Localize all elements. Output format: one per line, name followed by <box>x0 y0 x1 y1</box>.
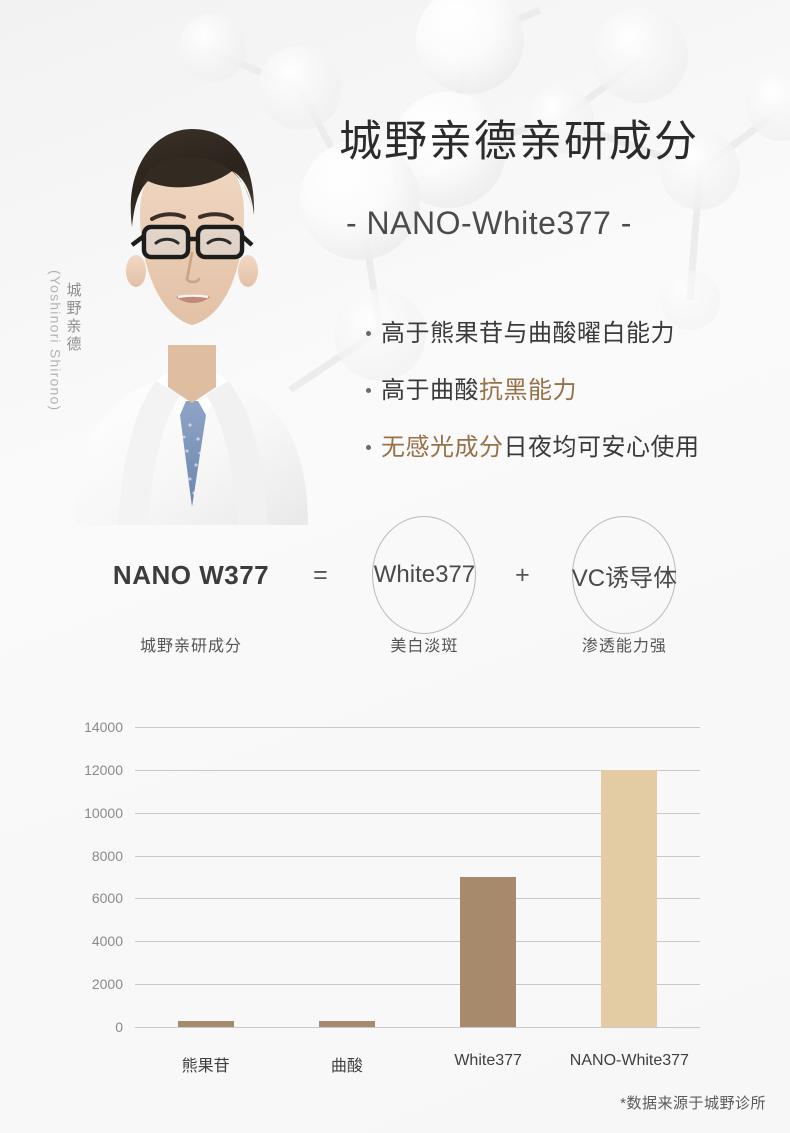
formula-term-2-sublabel: 渗透能力强 <box>581 638 667 655</box>
whitening-ability-bar-chart: 14000 12000 10000 8000 6000 4000 2000 0 熊果苷 曲酸 Whi… <box>0 700 790 1100</box>
page-subtitle: - NANO-White377 - <box>346 205 632 241</box>
chart-bar <box>177 1020 234 1027</box>
chart-y-tick-label: 14000 <box>84 719 123 735</box>
chart-y-tick-label: 6000 <box>91 890 123 907</box>
bullet-text-plain: 高于曲酸 <box>381 377 479 404</box>
bullet-text-accent: 无感光成分 <box>381 434 504 461</box>
feature-bullet-list: 高于熊果苷与曲酸曜白能力 高于曲酸抗黑能力 无感光成分日夜均可安心使用 <box>366 313 700 462</box>
chart-x-tick-label: NANO-White377 <box>569 1052 689 1069</box>
list-item: 无感光成分日夜均可安心使用 <box>366 427 700 462</box>
chart-gridline <box>135 812 700 814</box>
formula-plus: + <box>515 540 530 610</box>
chart-y-tick-label: 12000 <box>84 761 123 778</box>
chart-gridline <box>135 984 700 986</box>
chart-bar <box>318 1020 375 1027</box>
formula-lead-sublabel: 城野亲研成分 <box>140 638 243 655</box>
chart-x-tick-label: 熊果苷 <box>181 1058 230 1075</box>
bullet-dot-icon <box>366 445 371 450</box>
chart-gridline <box>135 855 700 857</box>
formula-term-2-label: VC诱导体 <box>571 564 678 592</box>
chart-x-tick-label: White377 <box>454 1052 522 1069</box>
chart-y-tick-label: 4000 <box>91 933 123 950</box>
chart-y-tick-label: 10000 <box>84 804 123 821</box>
formula-row: NANO W377 城野亲研成分 = White377 美白淡斑 + VC诱导体… <box>0 516 790 656</box>
chart-gridline <box>135 898 700 900</box>
source-note: *数据来源于城野诊所 <box>620 1095 766 1112</box>
chart-x-tick-label: 曲酸 <box>330 1058 363 1075</box>
chart-y-tick-label: 2000 <box>91 976 123 993</box>
doctor-name-cn: 城野亲德 <box>64 282 82 354</box>
page-title: 城野亲德亲研成分 <box>339 118 699 166</box>
chart-y-tick-label: 8000 <box>91 847 123 864</box>
doctor-name-vertical: 城野亲德 (Yoshinori Shirono) <box>48 270 82 423</box>
bullet-text-accent: 抗黑能力 <box>479 377 577 404</box>
chart-gridline <box>135 941 700 943</box>
bullet-text: 高于曲酸抗黑能力 <box>381 370 577 405</box>
bullet-text-tail: 日夜均可安心使用 <box>503 434 700 461</box>
list-item: 高于曲酸抗黑能力 <box>366 370 700 405</box>
chart-gridline <box>135 727 700 728</box>
formula-term-1-label: White377 <box>373 561 476 588</box>
oval-outline-icon <box>372 516 477 634</box>
chart-gridline <box>135 1027 700 1028</box>
equals-symbol: = <box>313 560 328 589</box>
oval-outline-icon <box>572 516 677 634</box>
bullet-text: 高于熊果苷与曲酸曜白能力 <box>381 320 675 347</box>
bullet-dot-icon <box>366 331 371 336</box>
list-item: 高于熊果苷与曲酸曜白能力 <box>366 313 700 348</box>
doctor-name-en: (Yoshinori Shirono) <box>47 270 64 412</box>
chart-bar <box>601 769 658 1027</box>
formula-term-1-sublabel: 美白淡斑 <box>390 638 459 655</box>
bullet-text: 无感光成分日夜均可安心使用 <box>381 427 700 462</box>
plus-symbol: + <box>515 560 530 589</box>
formula-lead: NANO W377 城野亲研成分 <box>113 540 269 656</box>
formula-term-2: VC诱导体 渗透能力强 <box>571 516 678 656</box>
bullet-dot-icon <box>366 388 371 393</box>
chart-bar <box>460 877 517 1027</box>
chart-y-tick-label: 0 <box>115 1019 123 1035</box>
formula-equals: = <box>313 540 328 610</box>
formula-term-1: White377 美白淡斑 <box>372 516 477 656</box>
formula-lead-label: NANO W377 <box>112 559 270 590</box>
chart-gridline <box>135 769 700 771</box>
